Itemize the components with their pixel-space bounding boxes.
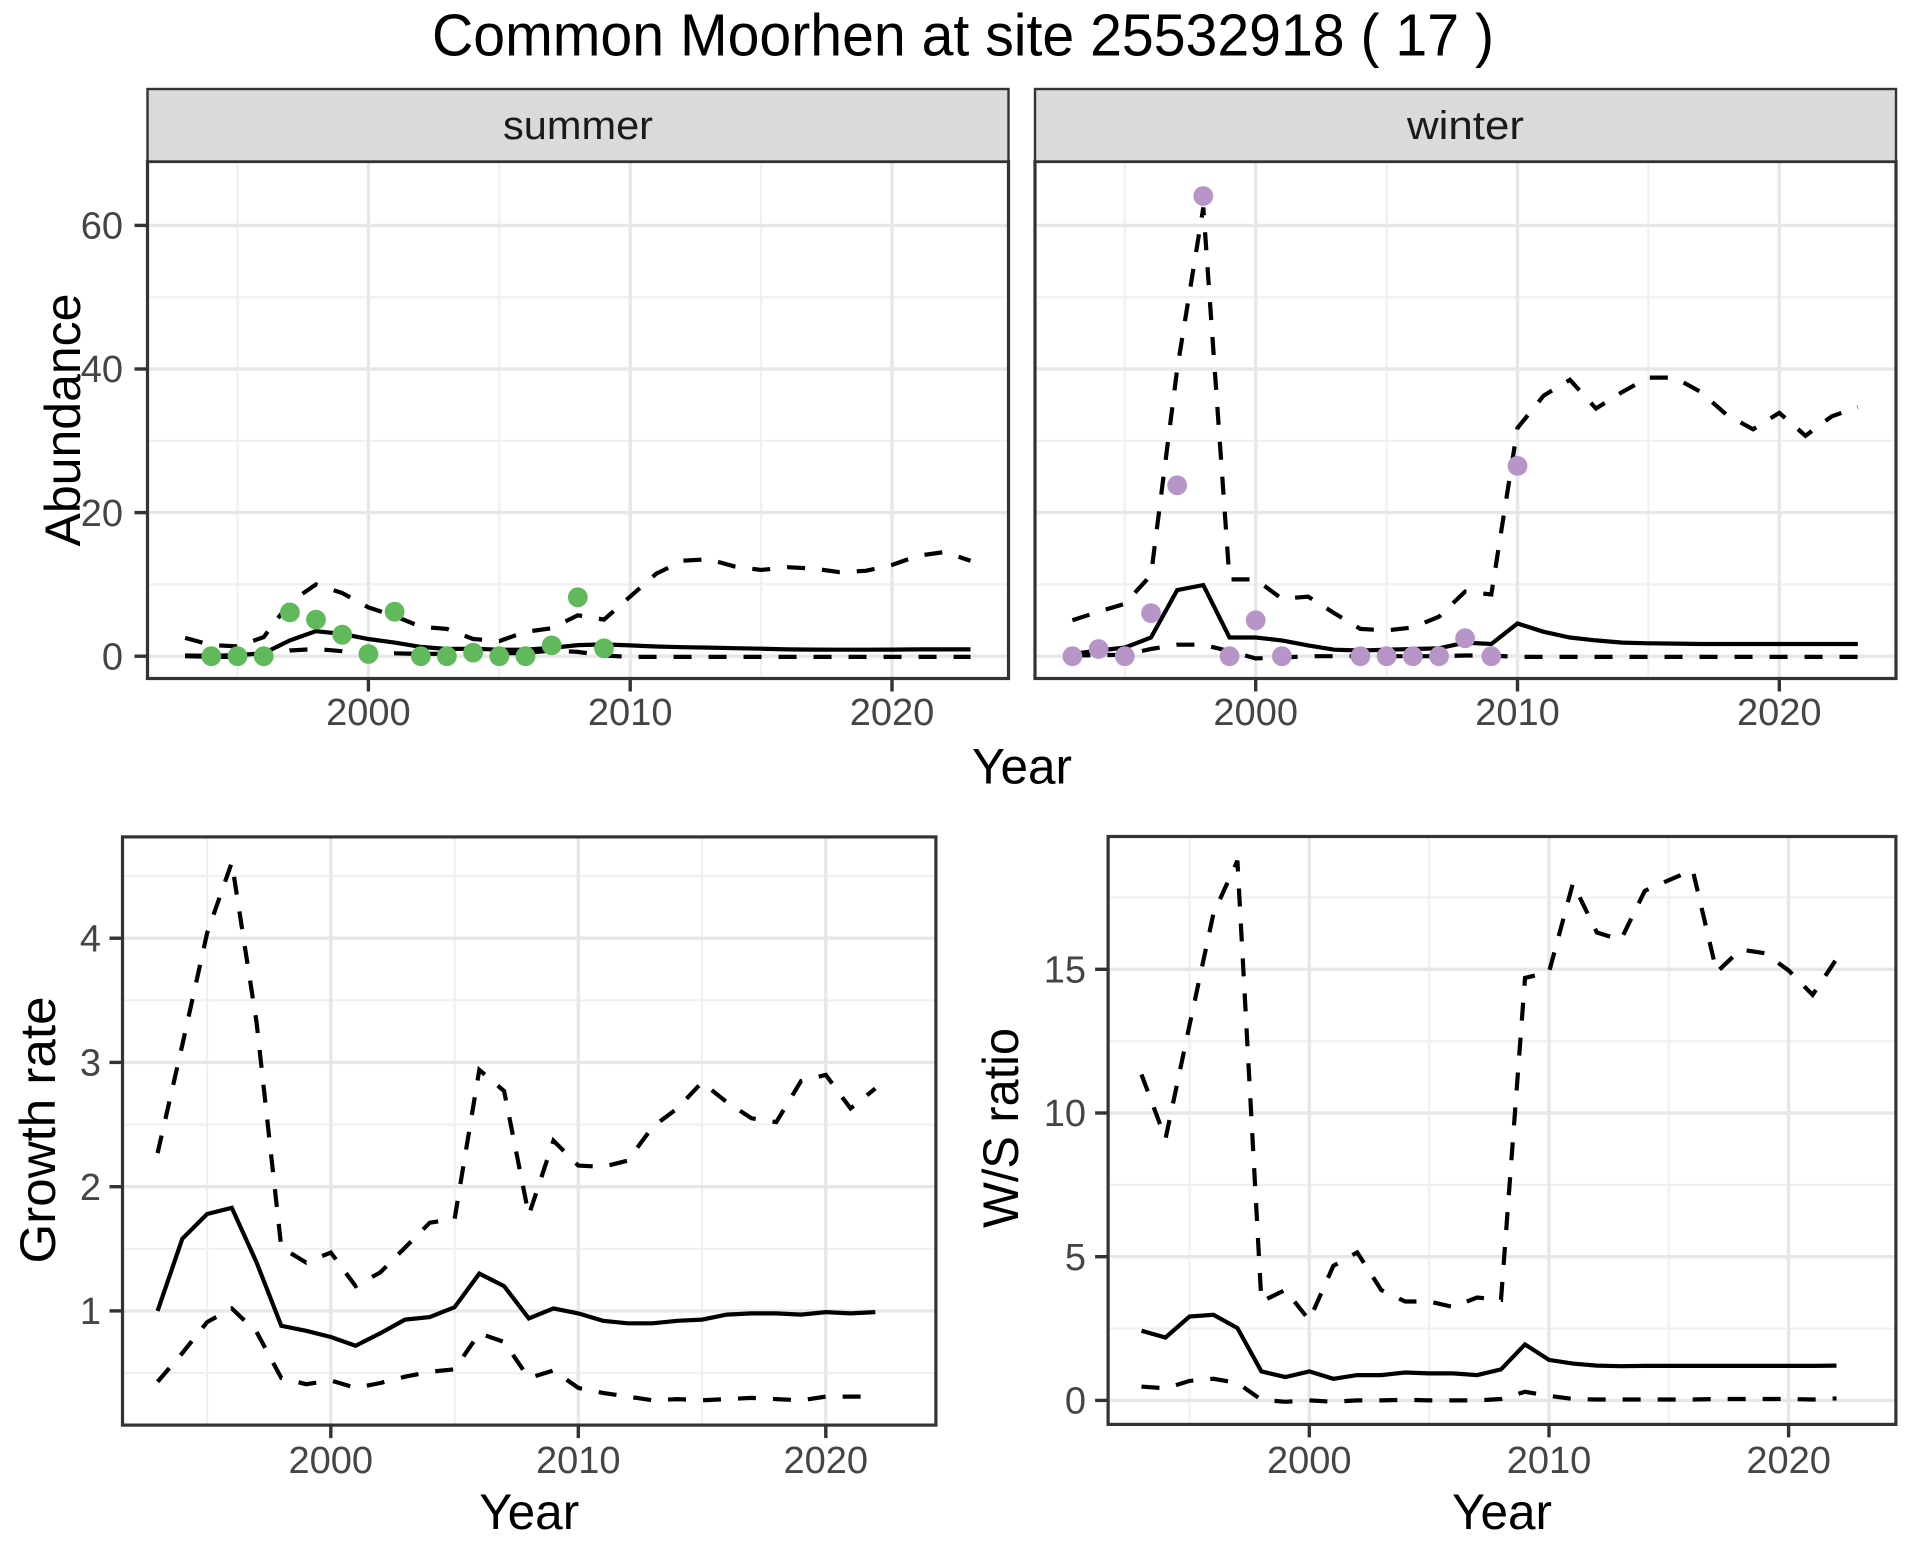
svg-text:2020: 2020 (850, 692, 935, 734)
svg-text:2000: 2000 (289, 1440, 374, 1482)
svg-text:2000: 2000 (326, 692, 411, 734)
svg-text:2000: 2000 (1213, 692, 1298, 734)
svg-text:Growth rate: Growth rate (10, 997, 66, 1264)
svg-text:0: 0 (102, 636, 123, 678)
svg-text:2010: 2010 (588, 692, 673, 734)
svg-text:Year: Year (972, 739, 1072, 795)
svg-text:winter: winter (1406, 104, 1524, 148)
svg-text:Year: Year (479, 1484, 579, 1540)
svg-text:W/S ratio: W/S ratio (973, 1028, 1029, 1228)
svg-text:3: 3 (80, 1043, 101, 1085)
svg-text:10: 10 (1044, 1093, 1086, 1135)
svg-text:2020: 2020 (1746, 1440, 1831, 1482)
svg-text:2010: 2010 (1475, 692, 1560, 734)
svg-text:2: 2 (80, 1167, 101, 1209)
svg-text:60: 60 (81, 206, 123, 248)
svg-text:0: 0 (1065, 1381, 1086, 1423)
svg-text:Common Moorhen at site 2553291: Common Moorhen at site 25532918 ( 17 ) (432, 2, 1494, 68)
svg-text:2010: 2010 (536, 1440, 621, 1482)
svg-text:40: 40 (81, 349, 123, 391)
svg-text:2010: 2010 (1507, 1440, 1592, 1482)
svg-text:2020: 2020 (1737, 692, 1822, 734)
svg-text:15: 15 (1044, 950, 1086, 992)
svg-text:5: 5 (1065, 1237, 1086, 1279)
svg-text:4: 4 (80, 918, 101, 960)
svg-text:2020: 2020 (784, 1440, 869, 1482)
svg-text:20: 20 (81, 493, 123, 535)
svg-text:2000: 2000 (1267, 1440, 1352, 1482)
svg-text:Year: Year (1452, 1484, 1552, 1540)
svg-text:1: 1 (80, 1291, 101, 1333)
svg-text:Abundance: Abundance (35, 294, 91, 547)
svg-text:summer: summer (503, 104, 653, 148)
